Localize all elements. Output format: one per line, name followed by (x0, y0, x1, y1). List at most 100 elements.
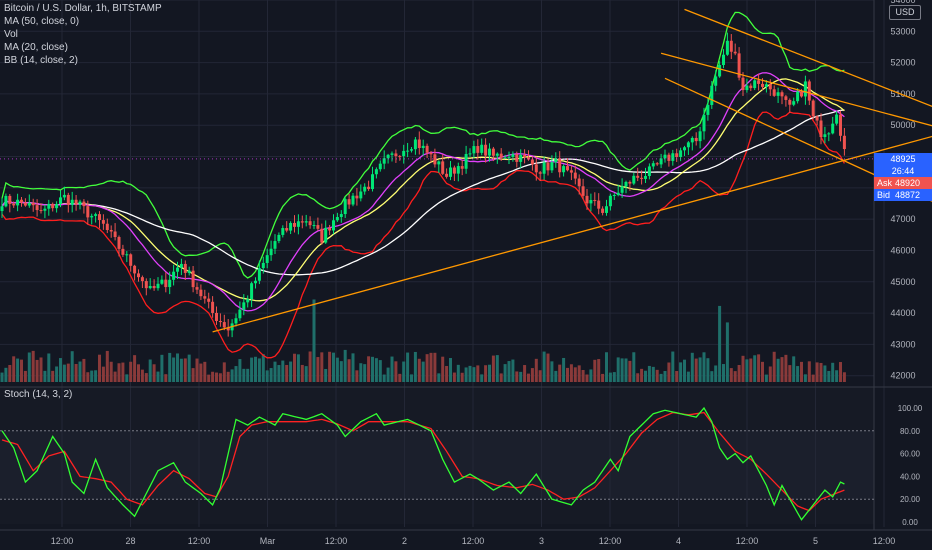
candle-body (312, 225, 316, 227)
candle-body (328, 227, 332, 231)
volume-bar (304, 366, 308, 382)
volume-bar (273, 361, 277, 382)
volume-bar (472, 367, 476, 382)
stoch-tick-label: 60.00 (900, 450, 921, 459)
volume-bar (308, 351, 312, 382)
candle-body (550, 162, 554, 171)
volume-bar (573, 367, 577, 382)
candle-body (764, 84, 768, 87)
volume-bar (476, 365, 480, 382)
volume-bar (82, 358, 86, 382)
candle-body (211, 301, 215, 313)
candle-body (745, 85, 749, 91)
candle-body (569, 170, 573, 173)
bid-label: Bid (877, 190, 891, 200)
volume-bar (413, 351, 417, 382)
volume-bar (144, 373, 148, 382)
volume-bar (644, 370, 647, 382)
candle-body (449, 167, 452, 177)
y-tick-label: 51000 (890, 89, 915, 99)
candle-body (815, 116, 819, 121)
candle-body (265, 255, 269, 263)
volume-bar (254, 356, 257, 382)
candle-body (242, 302, 246, 310)
volume-bar (671, 351, 675, 382)
candle-body (464, 153, 468, 169)
candle-body (585, 195, 589, 204)
stoch-tick-label: 40.00 (900, 472, 921, 481)
volume-bar (117, 363, 121, 382)
volume-bar (577, 365, 581, 382)
candle-body (542, 162, 546, 174)
legend-vol[interactable]: Vol (4, 29, 18, 40)
candle-body (363, 186, 367, 192)
volume-bar (784, 354, 788, 382)
legend-ma50[interactable]: MA (50, close, 0) (4, 16, 80, 27)
candle-body (835, 114, 839, 124)
volume-bar (148, 359, 152, 382)
volume-bar (39, 357, 43, 382)
volume-bar (729, 368, 733, 382)
volume-bar (367, 356, 371, 382)
volume-bar (421, 361, 425, 382)
candle-body (776, 92, 780, 96)
volume-bar (491, 355, 495, 382)
candle-body (445, 173, 449, 177)
volume-bar (86, 372, 90, 382)
volume-bar (624, 358, 628, 382)
volume-bar (343, 349, 347, 382)
y-tick-label: 53000 (890, 26, 915, 36)
legend-ma20[interactable]: MA (20, close) (4, 42, 68, 53)
legend-stoch[interactable]: Stoch (14, 3, 2) (4, 389, 73, 400)
candle-body (250, 283, 254, 300)
volume-bar (66, 363, 70, 382)
candle-body (82, 201, 86, 207)
candle-body (616, 192, 620, 195)
volume-bar (12, 356, 16, 382)
candle-body (612, 194, 616, 196)
volume-bar (714, 365, 718, 382)
candle-body (203, 296, 207, 299)
candle-body (176, 267, 179, 272)
candle-body (737, 53, 741, 78)
candle-body (753, 80, 757, 89)
currency-label[interactable]: USD (889, 5, 921, 20)
candle-body (160, 279, 164, 284)
candle-body (156, 283, 160, 289)
volume-bar (663, 370, 667, 382)
stoch-band-fill (0, 430, 874, 500)
candle-body (718, 65, 722, 77)
volume-bar (359, 363, 363, 382)
candle-body (277, 234, 281, 242)
candle-body (800, 91, 803, 97)
candle-body (581, 186, 585, 196)
candle-body (468, 153, 472, 155)
stoch-d-line (1, 411, 845, 512)
candle-body (460, 166, 464, 169)
candle-body (433, 154, 437, 165)
volume-bar (831, 362, 835, 382)
volume-bar (683, 359, 686, 382)
candle-body (289, 222, 293, 231)
candle-body (371, 174, 374, 190)
ma20-line (1, 78, 845, 302)
candle-body (359, 191, 363, 199)
volume-bar (23, 370, 27, 382)
candle-body (784, 96, 788, 100)
candle-body (722, 54, 725, 66)
volume-bar (620, 358, 624, 382)
legend-bb[interactable]: BB (14, close, 2) (4, 55, 78, 66)
candle-body (148, 285, 152, 289)
bb-lower-line (1, 111, 845, 359)
candle-body (246, 299, 250, 303)
candle-body (137, 273, 140, 278)
volume-bar (686, 371, 690, 382)
candle-body (374, 169, 378, 175)
candle-body (620, 186, 624, 193)
volume-bar (640, 368, 644, 382)
ask-value: 48920 (895, 178, 921, 188)
volume-bar (468, 365, 472, 382)
volume-bar (215, 372, 218, 382)
x-tick-label: 2 (402, 536, 407, 546)
